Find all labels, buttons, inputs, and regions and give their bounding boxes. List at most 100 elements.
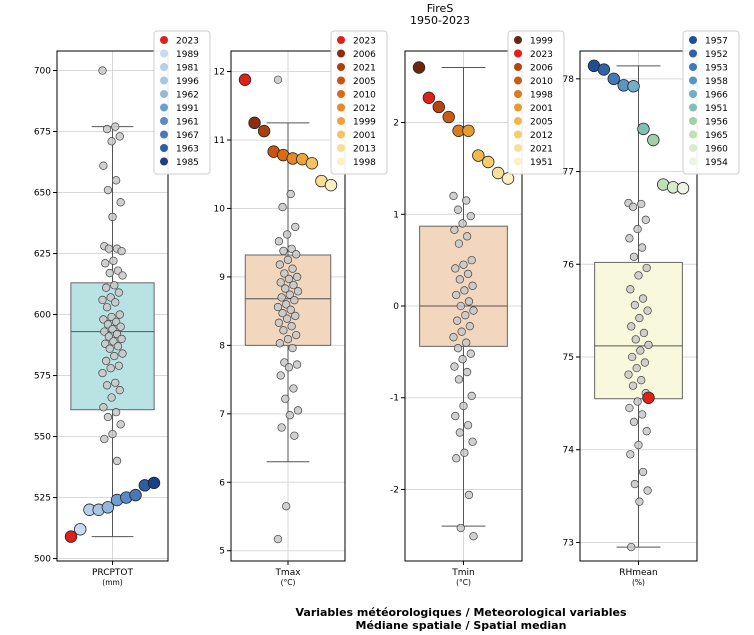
legend-label: 2010	[530, 77, 553, 87]
legend-marker	[514, 63, 522, 71]
legend-marker	[689, 144, 697, 152]
data-point	[640, 358, 650, 367]
legend-marker	[689, 63, 697, 71]
panel-tmin: -2 -1 0 1 2 Tmin(°C) 1999 2023 2006 2010 1998 2001 2…	[390, 30, 565, 587]
data-point	[111, 298, 120, 307]
data-point	[460, 448, 469, 457]
legend-marker	[514, 117, 522, 125]
legend-marker	[160, 117, 168, 125]
data-point	[630, 300, 640, 310]
y-tick-label: 10	[214, 204, 226, 214]
legend-label: 1957	[705, 37, 728, 47]
legend-marker	[689, 117, 697, 125]
data-point	[115, 310, 124, 319]
data-point	[627, 542, 636, 552]
legend-label: 1999	[530, 37, 553, 47]
data-point	[455, 275, 465, 284]
data-point	[115, 132, 124, 141]
data-point	[642, 427, 651, 436]
data-point	[634, 271, 643, 280]
data-point	[453, 344, 463, 353]
data-point	[101, 259, 110, 268]
data-point	[275, 339, 284, 348]
legend-marker	[337, 144, 345, 152]
data-point	[291, 311, 300, 321]
data-point	[644, 340, 653, 350]
legend-label: 2005	[530, 118, 553, 128]
y-tick-label: 8	[219, 341, 225, 351]
data-point	[281, 284, 290, 293]
y-tick-label: 700	[34, 67, 51, 77]
y-tick-label: 73	[563, 538, 574, 548]
legend-marker	[514, 36, 522, 44]
data-point	[466, 349, 475, 358]
x-label: Tmax	[274, 568, 301, 578]
legend-label: 1991	[176, 104, 199, 114]
legend-label: 2023	[353, 37, 376, 47]
legend-label: 1958	[705, 77, 728, 87]
data-point	[102, 381, 112, 390]
highlight-point-2012	[482, 155, 495, 169]
highlight-point-2001	[305, 157, 319, 170]
data-point	[455, 428, 465, 437]
data-point	[106, 364, 115, 373]
data-point	[98, 295, 107, 305]
legend-label: 1981	[176, 64, 199, 74]
legend-marker	[514, 157, 522, 166]
legend-marker	[514, 144, 522, 152]
data-point	[101, 356, 111, 366]
legend-box	[682, 30, 740, 175]
y-tick-label: 600	[34, 311, 51, 321]
legend-label: 2010	[353, 91, 376, 101]
legend-label: 1962	[176, 91, 199, 101]
data-point	[282, 314, 292, 323]
data-point	[107, 393, 116, 402]
data-point	[633, 224, 642, 234]
x-unit: (mm)	[102, 578, 123, 587]
legend-marker	[337, 63, 345, 71]
data-point	[639, 328, 649, 338]
y-tick-label: 550	[34, 433, 51, 443]
data-point	[635, 313, 644, 323]
data-point	[451, 264, 460, 273]
legend-label: 1965	[705, 131, 728, 141]
legend-marker	[337, 130, 345, 139]
legend-marker	[160, 36, 168, 44]
legend-label: 1996	[176, 77, 199, 87]
data-point	[629, 252, 639, 262]
highlight-point-1953	[607, 72, 620, 86]
highlight-point-1956	[647, 133, 660, 147]
legend-marker	[689, 36, 697, 44]
data-point	[454, 239, 464, 248]
legend-marker	[160, 63, 168, 71]
legend-marker	[160, 130, 168, 139]
data-point	[276, 371, 285, 380]
data-point	[467, 255, 476, 265]
data-point	[102, 124, 112, 134]
legend-marker	[160, 144, 168, 152]
panels: 500525550575600625650675700PRCPTOT(mm)20…	[34, 30, 740, 587]
y-tick-label: 75	[563, 353, 574, 363]
y-tick-label: 7	[219, 410, 225, 420]
data-point	[462, 367, 472, 377]
data-point	[635, 497, 644, 506]
iqr-box	[419, 225, 508, 347]
legend-label: 1954	[705, 158, 728, 168]
data-point	[98, 66, 107, 75]
data-point	[276, 278, 285, 287]
legend-label: 2006	[353, 50, 376, 60]
x-label: Tmin	[451, 568, 474, 578]
data-point	[105, 268, 114, 278]
legend-marker	[514, 130, 522, 139]
data-point	[118, 271, 127, 280]
highlight-point-1954	[676, 182, 690, 195]
data-point	[625, 234, 634, 243]
highlight-point-1989	[74, 523, 87, 536]
data-point	[108, 212, 117, 222]
data-point	[451, 411, 460, 421]
data-point	[469, 306, 478, 315]
legend-marker	[337, 76, 345, 85]
data-point	[459, 260, 468, 269]
data-point	[274, 237, 284, 246]
legend-label: 2005	[353, 77, 376, 87]
